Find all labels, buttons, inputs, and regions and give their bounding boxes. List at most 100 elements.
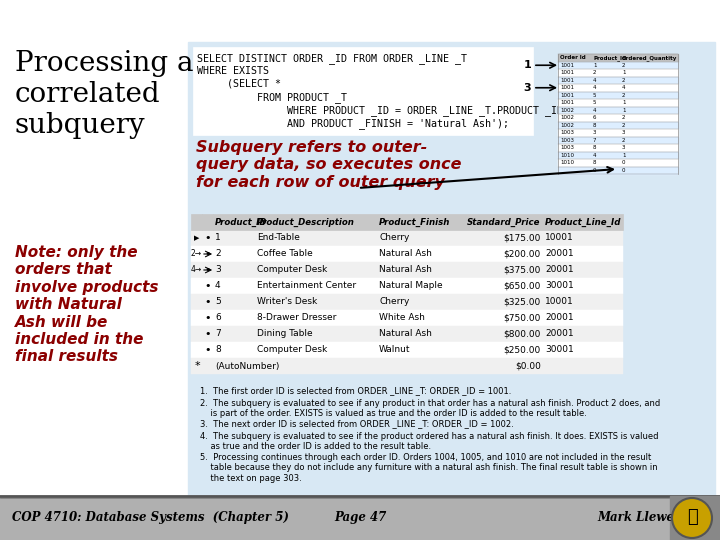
Bar [213,278,623,294]
Bar [558,84,678,91]
Text: 1003: 1003 [560,145,574,150]
Text: 2: 2 [622,138,626,143]
Text: 8: 8 [593,160,596,165]
Text: •: • [204,345,211,355]
Text: Dining Table: Dining Table [257,329,312,339]
Text: 4: 4 [593,85,596,90]
Text: Page 47: Page 47 [334,511,386,524]
Text: 2: 2 [622,78,626,83]
Bar [558,114,678,122]
Bar [558,122,678,129]
Bar [191,246,202,262]
Bar [558,62,678,69]
Text: COP 4710: Database Systems  (Chapter 5): COP 4710: Database Systems (Chapter 5) [12,511,289,524]
Text: FROM PRODUCT _T: FROM PRODUCT _T [197,92,347,103]
Text: 5: 5 [593,100,596,105]
Text: Standard_Price: Standard_Price [467,218,541,227]
Bar [558,99,678,106]
Text: Product_Id: Product_Id [593,55,626,60]
Text: $175.00: $175.00 [503,233,541,242]
Bar [191,262,202,278]
Text: 1: 1 [622,100,626,105]
Text: Natural Ash: Natural Ash [379,329,432,339]
Text: 4: 4 [593,78,596,83]
Text: 1010: 1010 [560,153,574,158]
Text: 4: 4 [593,153,596,158]
Bar [202,246,213,262]
Text: 3: 3 [622,145,626,150]
Text: 20001: 20001 [545,314,574,322]
Text: End-Table: End-Table [257,233,300,242]
Text: Walnut: Walnut [379,346,410,354]
Bar [213,214,623,230]
Text: 1002: 1002 [560,115,574,120]
Text: SELECT DISTINCT ORDER _ID FROM ORDER _LINE _T: SELECT DISTINCT ORDER _ID FROM ORDER _LI… [197,53,467,64]
Text: Coffee Table: Coffee Table [257,249,312,259]
Text: 1: 1 [523,60,531,70]
Text: 10001: 10001 [545,233,574,242]
Bar [191,358,202,374]
Text: 1003: 1003 [560,130,574,135]
Text: Order Id: Order Id [560,55,586,60]
Text: •: • [204,297,211,307]
Bar [202,262,213,278]
Text: $800.00: $800.00 [503,329,541,339]
Text: Computer Desk: Computer Desk [257,346,328,354]
Text: Processing a
correlated
subquery: Processing a correlated subquery [15,50,194,139]
Text: Cherry: Cherry [379,233,410,242]
Text: 2: 2 [215,249,220,259]
Text: Product_Finish: Product_Finish [379,218,451,227]
Text: $250.00: $250.00 [504,346,541,354]
Text: 2: 2 [622,123,626,128]
Text: 8: 8 [593,123,596,128]
Text: •: • [204,233,211,243]
Text: $325.00: $325.00 [504,298,541,307]
Bar [558,54,678,62]
Text: 20001: 20001 [545,266,574,274]
Text: $200.00: $200.00 [504,249,541,259]
Text: 0: 0 [622,168,626,173]
Text: $750.00: $750.00 [503,314,541,322]
Text: 4.  The subquery is evaluated to see if the product ordered has a natural ash fi: 4. The subquery is evaluated to see if t… [200,432,659,451]
Text: *: * [194,361,200,371]
Bar [558,91,678,99]
Bar [202,342,213,358]
Text: ▶: ▶ [194,235,199,241]
Bar [213,262,623,278]
Text: 7: 7 [215,329,221,339]
Text: Computer Desk: Computer Desk [257,266,328,274]
Bar [558,159,678,166]
Bar [558,54,678,174]
Bar [191,326,202,342]
Text: 2→: 2→ [190,249,202,259]
Text: Natural Ash: Natural Ash [379,249,432,259]
Text: 1: 1 [215,233,221,242]
Bar [558,137,678,144]
Text: Natural Maple: Natural Maple [379,281,443,291]
Text: $375.00: $375.00 [503,266,541,274]
Bar [0,496,720,540]
Text: Product_Line_Id: Product_Line_Id [545,218,621,227]
Text: 30001: 30001 [545,346,574,354]
Text: WHERE EXISTS: WHERE EXISTS [197,66,269,76]
Bar [213,246,623,262]
Bar [202,326,213,342]
Text: $650.00: $650.00 [503,281,541,291]
Text: 1001: 1001 [560,100,574,105]
Text: 1001: 1001 [560,85,574,90]
Text: 4: 4 [622,85,626,90]
Bar [558,152,678,159]
Bar [191,342,202,358]
Text: Entertainment Center: Entertainment Center [257,281,356,291]
Text: 1001: 1001 [560,63,574,68]
Bar [558,166,678,174]
Bar [558,129,678,137]
Text: 1: 1 [593,63,596,68]
Bar [213,310,623,326]
Text: 2.  The subquery is evaluated to see if any product in that order has a natural : 2. The subquery is evaluated to see if a… [200,399,660,418]
Text: 3: 3 [523,83,531,93]
Bar [558,144,678,152]
Text: Mark Llewellyn: Mark Llewellyn [598,511,698,524]
Bar [191,230,202,246]
Text: 7: 7 [593,138,596,143]
